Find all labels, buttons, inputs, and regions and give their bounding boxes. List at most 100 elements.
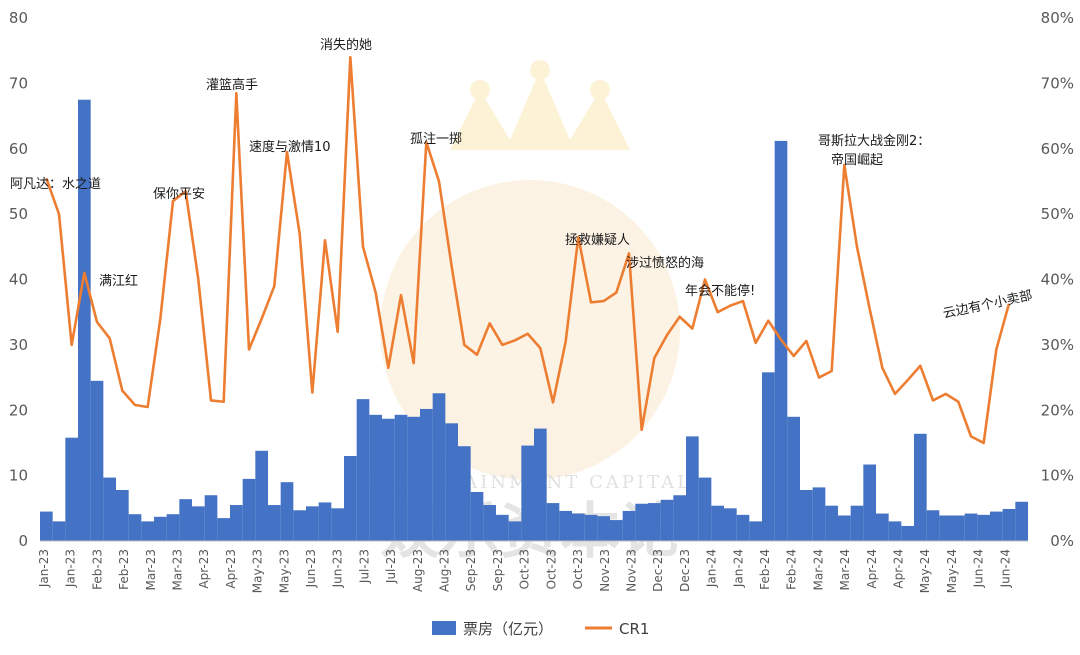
left-tick-label: 30 xyxy=(9,336,28,354)
bar xyxy=(141,521,154,541)
legend-bar-swatch xyxy=(432,621,456,635)
bar xyxy=(78,99,91,541)
right-tick-label: 40% xyxy=(1041,271,1074,289)
bar xyxy=(534,428,547,541)
bar xyxy=(686,436,699,541)
legend-line-label: CR1 xyxy=(619,620,649,638)
annotation-label: 速度与激情10 xyxy=(249,139,331,155)
bar xyxy=(242,478,256,541)
annotation-label: 保你平安 xyxy=(153,187,205,202)
bar xyxy=(521,445,534,541)
bar-series xyxy=(40,99,1028,541)
x-tick-label: Sep-23 xyxy=(464,549,478,591)
bar xyxy=(103,477,116,541)
bar xyxy=(952,515,965,541)
bar xyxy=(850,505,864,541)
x-tick-label: Jan-24 xyxy=(705,549,719,588)
right-tick-label: 70% xyxy=(1041,74,1074,92)
bar xyxy=(217,518,230,541)
left-tick-label: 10 xyxy=(9,467,28,485)
line-series xyxy=(45,55,1011,445)
bar xyxy=(812,487,826,541)
bar xyxy=(546,503,560,541)
annotation-label: 拯救嫌疑人 xyxy=(565,232,630,248)
bar xyxy=(1015,501,1028,541)
x-tick-label: May-24 xyxy=(945,549,959,593)
right-tick-label: 60% xyxy=(1041,140,1074,158)
x-tick-label: May-23 xyxy=(251,549,265,593)
bar xyxy=(977,514,990,541)
bar xyxy=(65,437,78,541)
bar xyxy=(724,508,737,541)
x-tick-label: Oct-23 xyxy=(544,549,558,589)
axes: 0 10 20 30 40 50 60 70 80 0% 10% 20% 30% 40% 50% 60% 70%… xyxy=(9,9,1074,593)
bar xyxy=(964,513,978,541)
bar xyxy=(800,490,813,541)
bar xyxy=(787,416,800,541)
right-tick-label: 80% xyxy=(1041,9,1074,27)
x-tick-label: Oct-23 xyxy=(571,549,585,589)
bar xyxy=(610,520,623,541)
bar xyxy=(572,513,585,541)
left-tick-label: 50 xyxy=(9,205,28,223)
annotation-label: 云边有个小卖部 xyxy=(942,288,1034,322)
bar xyxy=(128,514,142,541)
bar xyxy=(622,510,636,541)
bar xyxy=(888,521,902,541)
x-tick-label: Jan-23 xyxy=(37,549,51,588)
x-tick-label: Aug-23 xyxy=(411,549,425,592)
x-tick-label: Jan-24 xyxy=(731,549,745,588)
x-tick-label: Aug-23 xyxy=(438,549,452,592)
x-tick-label: Apr-24 xyxy=(865,549,879,589)
bar xyxy=(584,514,598,541)
bar xyxy=(255,450,268,541)
x-tick-label: Dec-23 xyxy=(651,549,665,592)
legend-bar-label: 票房（亿元） xyxy=(463,620,553,638)
annotation-label: 帝国崛起 xyxy=(831,152,883,168)
x-tick-label: Jun-23 xyxy=(331,549,345,588)
annotation-label: 涉过愤怒的海 xyxy=(626,255,704,271)
bar xyxy=(445,423,458,541)
bar xyxy=(344,456,357,541)
bar xyxy=(293,510,306,541)
bar xyxy=(483,505,496,541)
x-tick-label: Jul-23 xyxy=(384,549,398,584)
bar xyxy=(268,505,281,541)
left-tick-label: 0 xyxy=(18,532,28,550)
x-tick-label: Jun-24 xyxy=(972,549,986,588)
bar xyxy=(280,482,294,541)
bar xyxy=(749,521,762,541)
x-tick-label: Apr-24 xyxy=(891,549,905,589)
bar xyxy=(496,514,509,541)
right-tick-label: 10% xyxy=(1041,467,1074,485)
bar xyxy=(914,433,927,541)
x-tick-label: Apr-23 xyxy=(224,549,238,589)
bar xyxy=(635,503,648,541)
bar xyxy=(179,499,192,541)
right-tick-label: 20% xyxy=(1041,401,1074,419)
bar xyxy=(420,408,433,541)
bar xyxy=(762,372,775,541)
bar xyxy=(382,418,395,541)
x-tick-label: Jan-23 xyxy=(64,549,78,588)
bar xyxy=(876,513,889,541)
bar xyxy=(192,506,205,541)
annotation-label: 孤注一掷 xyxy=(410,132,462,147)
x-tick-label: Apr-23 xyxy=(197,549,211,589)
bar xyxy=(990,511,1003,541)
left-tick-label: 20 xyxy=(9,401,28,419)
bar xyxy=(331,508,344,541)
x-tick-label: Mar-24 xyxy=(811,549,825,590)
bar xyxy=(838,515,851,541)
x-tick-label: Oct-23 xyxy=(518,549,532,589)
bar xyxy=(1002,508,1016,541)
legend: 票房（亿元） CR1 xyxy=(432,620,649,638)
annotation-label: 哥斯拉大战金刚2： xyxy=(818,133,930,149)
bar xyxy=(154,516,167,541)
bar xyxy=(711,505,724,541)
bar xyxy=(230,505,243,541)
annotation-label: 满江红 xyxy=(99,273,138,289)
bar xyxy=(458,446,471,541)
